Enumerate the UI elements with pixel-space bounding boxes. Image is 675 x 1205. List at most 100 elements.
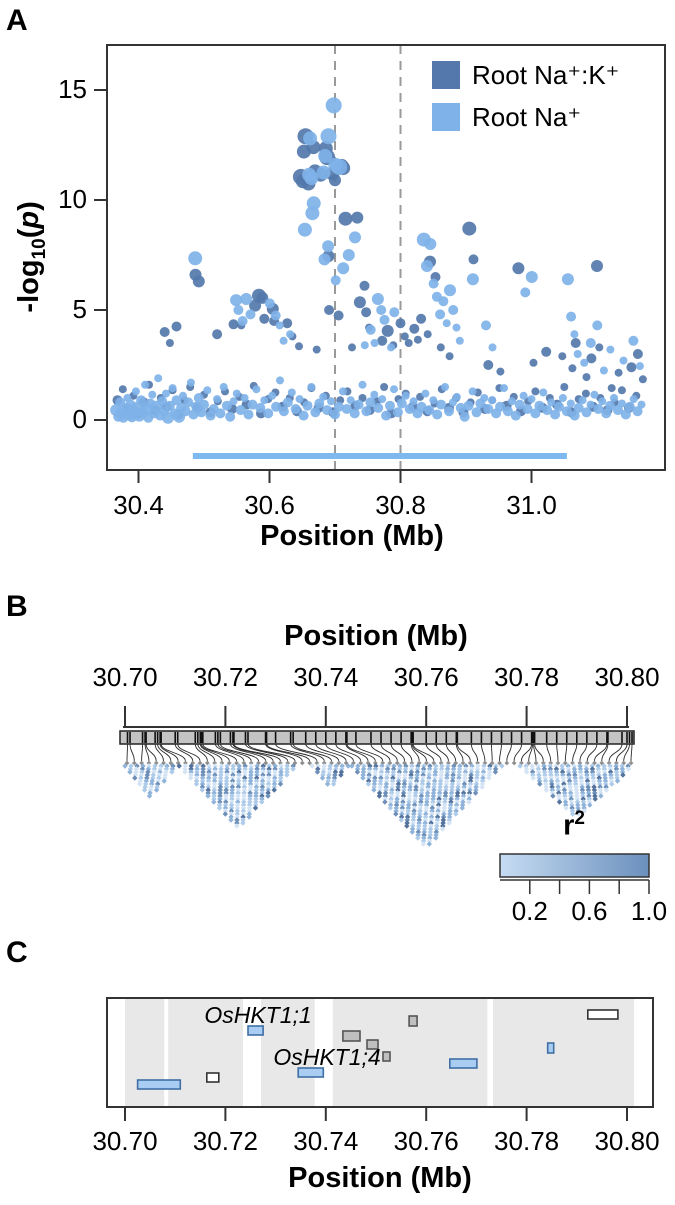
ld-cell: [248, 766, 254, 772]
ld-cell: [405, 805, 411, 811]
scatter-point: [586, 353, 597, 364]
ld-cell: [441, 805, 447, 811]
ld-cell: [480, 772, 486, 778]
snp-connector-line: [506, 743, 512, 762]
ld-cell: [441, 811, 447, 817]
ld-cell: [217, 790, 223, 796]
scatter-point: [333, 310, 344, 321]
scatter-point: [240, 394, 249, 402]
ld-cell: [216, 805, 223, 811]
snp-connector-line: [456, 743, 471, 762]
marker-diamond: [343, 760, 349, 766]
snp-connector-line: [601, 743, 609, 762]
scatter-point: [225, 411, 236, 422]
ld-cell: [589, 763, 595, 769]
scatter-point: [373, 402, 384, 413]
ld-cell: [234, 817, 240, 823]
scatter-point: [353, 399, 364, 410]
gene-label-oshkt1-4: OsHKT1;4: [273, 1044, 381, 1070]
scatter-point: [531, 387, 540, 396]
scatter-point: [452, 323, 461, 332]
ld-cell: [241, 799, 247, 805]
scatter-point: [324, 305, 335, 315]
panel-c-axis-title: Position (Mb): [288, 1162, 472, 1194]
ld-cell: [393, 802, 400, 808]
ld-cell: [259, 781, 266, 787]
ld-cell: [338, 772, 344, 778]
ld-cell: [417, 805, 423, 811]
ld-cell: [438, 772, 444, 778]
ld-cell: [559, 769, 566, 775]
scatter-point: [306, 196, 321, 211]
y-title-close: ): [13, 201, 46, 211]
ld-cell: [229, 787, 235, 793]
ld-cell: [390, 766, 397, 772]
scatter-point: [424, 238, 437, 250]
scatter-point: [247, 399, 258, 410]
scatter-point: [188, 251, 203, 266]
ld-cell: [559, 763, 565, 769]
ld-cell: [592, 790, 598, 796]
snp-connector-line: [410, 743, 420, 762]
scatter-point: [319, 392, 328, 401]
ld-cell: [229, 796, 235, 802]
ld-cell: [230, 763, 236, 769]
ld-cell: [426, 772, 432, 778]
scatter-point: [348, 343, 356, 352]
panelA-x-tick-label: 30.4: [113, 490, 164, 520]
scatter-point: [413, 335, 422, 344]
scatter-point: [598, 397, 607, 406]
scatter-point: [230, 294, 243, 307]
panelA-y-tick-label: 0: [72, 404, 87, 434]
ld-cell: [399, 805, 405, 811]
scatter-point: [605, 400, 616, 411]
ld-cell: [435, 805, 441, 811]
ld-cell: [228, 811, 234, 817]
ld-cell: [433, 826, 440, 832]
scatter-point: [573, 402, 584, 413]
scatter-point: [635, 362, 644, 371]
ld-cell: [438, 766, 445, 772]
panelC-plot: [106, 997, 654, 1121]
marker-diamond: [460, 760, 466, 766]
ld-cell: [230, 766, 236, 772]
panelA-plot: [94, 44, 666, 483]
ld-cell: [466, 799, 472, 805]
ld-cell: [188, 772, 194, 778]
scatter-point: [481, 320, 491, 331]
snp-connector-line: [126, 743, 128, 762]
scatter-point: [550, 409, 561, 420]
ld-cell: [314, 769, 321, 775]
scatter-point: [196, 407, 207, 418]
scatter-point: [421, 260, 433, 272]
ld-cell: [601, 769, 608, 775]
scatter-point: [322, 405, 333, 416]
ld-cell: [433, 829, 439, 835]
ld-cell: [529, 766, 536, 772]
ld-cell: [212, 775, 218, 781]
scatter-point: [585, 338, 596, 348]
scatter-point: [341, 404, 352, 414]
snp-connector-line: [266, 743, 311, 762]
ld-cell: [248, 772, 254, 778]
gene-box: [382, 1051, 391, 1062]
ld-cell: [414, 772, 420, 778]
scatter-point: [365, 397, 376, 408]
ld-cell: [407, 784, 413, 790]
ld-cell: [435, 811, 441, 817]
ld-cell: [556, 799, 563, 805]
ld-cell: [625, 763, 631, 769]
r2-legend-label: r2: [563, 808, 585, 843]
ld-cell: [541, 763, 547, 769]
scatter-point: [591, 260, 603, 272]
scatter-point: [141, 380, 150, 389]
scatter-point: [240, 293, 253, 305]
ld-cell: [394, 790, 401, 796]
snp-connector-line: [217, 743, 252, 762]
ld-cell: [211, 793, 217, 799]
panel-a-letter: A: [6, 4, 28, 37]
ld-cell: [223, 796, 229, 802]
scatter-point: [442, 319, 451, 328]
ld-cell: [409, 829, 415, 835]
scatter-point: [578, 396, 587, 405]
